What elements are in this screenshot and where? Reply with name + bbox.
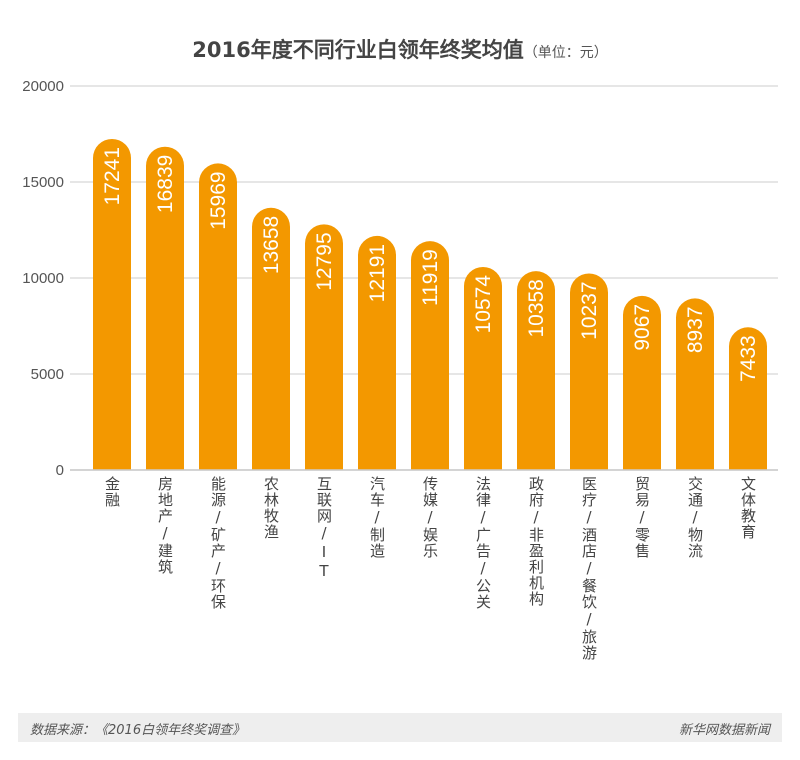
bar (676, 298, 714, 470)
y-tick-label: 0 (56, 462, 64, 479)
chart-unit: （单位：元） (523, 45, 608, 61)
bar (464, 266, 502, 470)
category-label: 法律/广告/公关 (474, 476, 492, 610)
bar (305, 224, 343, 470)
category-label: 农林牧渔 (262, 476, 280, 540)
value-label: 13658 (260, 216, 283, 274)
bar (411, 241, 449, 470)
value-label: 10237 (578, 281, 601, 339)
value-label: 10574 (472, 275, 495, 334)
footer-bar: 数据来源：《2016白领年终奖调查》 新华网数据新闻 (18, 713, 782, 742)
value-label: 11919 (419, 249, 442, 306)
category-label: 文体教育 (739, 476, 757, 540)
category-label: 医疗/酒店/餐饮/旅游 (580, 476, 598, 661)
bar (729, 327, 767, 470)
value-label: 12191 (366, 244, 389, 302)
value-label: 12795 (313, 232, 336, 290)
y-tick-label: 20000 (22, 78, 64, 95)
brand-credit: 新华网数据新闻 (678, 723, 770, 738)
value-label: 9067 (631, 304, 654, 351)
category-label: 贸易/零售 (633, 476, 651, 559)
y-tick-label: 15000 (22, 174, 64, 191)
bar (570, 273, 608, 470)
category-label: 互联网/IT (315, 476, 333, 581)
bar (146, 146, 184, 470)
bar (517, 271, 555, 470)
chart-title-main: 2016年度不同行业白领年终奖均值 (192, 38, 524, 62)
category-label: 房地产/建筑 (156, 476, 174, 575)
category-label: 政府/非盈利机构 (527, 476, 545, 607)
bar (199, 163, 237, 470)
value-label: 7433 (737, 335, 760, 382)
value-label: 10358 (525, 279, 548, 337)
value-label: 15969 (207, 171, 230, 229)
bar (623, 295, 661, 470)
y-tick-label: 10000 (22, 270, 64, 287)
y-tick-label: 5000 (31, 366, 64, 383)
category-label: 交通/物流 (686, 476, 704, 559)
category-label: 汽车/制造 (368, 476, 386, 559)
value-label: 16839 (154, 155, 177, 213)
source-note: 数据来源：《2016白领年终奖调查》 (30, 723, 246, 738)
bar (252, 207, 290, 470)
bar (358, 235, 396, 470)
value-label: 17241 (101, 147, 124, 205)
bar (93, 138, 131, 471)
chart-title: 2016年度不同行业白领年终奖均值（单位：元） (0, 34, 800, 64)
category-label: 传媒/娱乐 (421, 476, 439, 559)
value-label: 8937 (684, 306, 707, 353)
category-label: 金融 (103, 476, 121, 508)
category-label: 能源/矿产/环保 (209, 476, 227, 610)
